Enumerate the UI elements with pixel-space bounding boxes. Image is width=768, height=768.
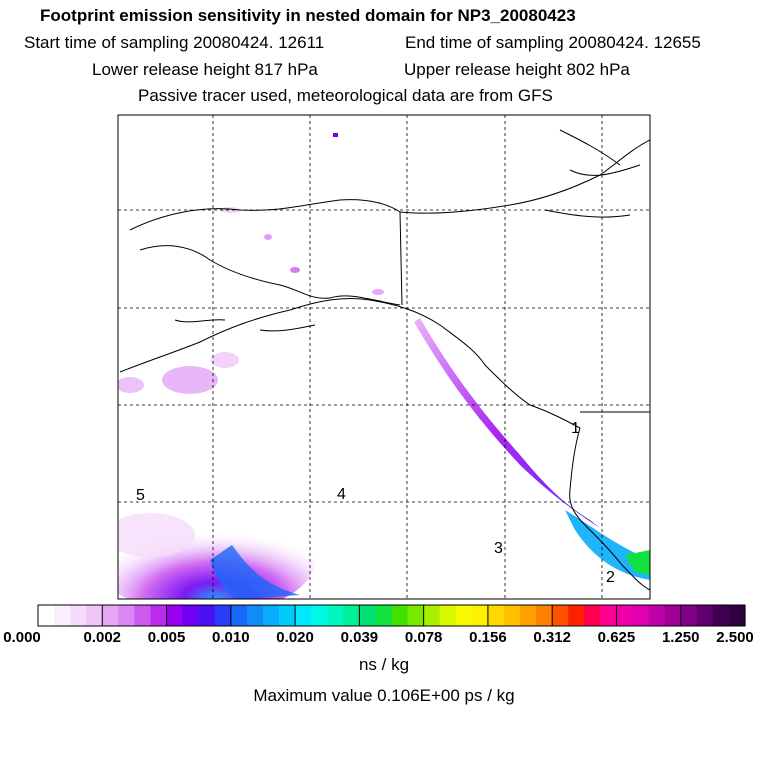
colorbar-tick-label: 0.020	[276, 629, 314, 646]
colorbar	[37, 604, 746, 627]
colorbar-units: ns / kg	[358, 655, 410, 674]
colorbar-swatch	[38, 605, 55, 626]
colorbar-swatch	[182, 605, 200, 626]
aleutian-patch	[162, 366, 218, 394]
colorbar-swatch	[279, 605, 296, 626]
colorbar-swatch	[680, 605, 698, 626]
colorbar-tick-label: 0.005	[147, 629, 186, 646]
colorbar-swatch	[230, 605, 248, 626]
arctic-spot-4	[372, 289, 384, 295]
colorbar-swatch	[648, 605, 666, 626]
start-time-label: Start time of sampling 20080424. 12611	[24, 33, 325, 52]
colorbar-swatch	[295, 605, 312, 626]
colorbar-swatch	[327, 605, 344, 626]
lower-release-label: Lower release height 817 hPa	[92, 60, 318, 79]
aleutian-coast	[119, 298, 581, 429]
region-label-3: 3	[494, 540, 503, 557]
colorbar-swatch	[616, 605, 634, 626]
arctic-islands	[544, 129, 641, 218]
region-label-5: 5	[136, 487, 145, 504]
arctic-spot-3	[290, 267, 300, 273]
colorbar-swatch	[568, 605, 585, 626]
colorbar-swatch	[487, 605, 505, 626]
colorbar-tick-label: 0.000	[3, 629, 41, 646]
graticule	[118, 115, 650, 599]
colorbar-swatch	[150, 605, 168, 626]
colorbar-swatch	[423, 605, 441, 626]
colorbar-tick-label: 0.010	[212, 629, 250, 646]
arctic-spot-2	[264, 234, 272, 240]
colorbar-swatch	[166, 605, 184, 626]
end-time-label: End time of sampling 20080424. 12655	[405, 33, 701, 52]
west-coast-us	[569, 427, 650, 591]
colorbar-swatch	[86, 605, 103, 626]
colorbar-swatch	[102, 605, 119, 626]
colorbar-swatch	[520, 605, 537, 626]
colorbar-swatch	[664, 605, 682, 626]
map-content	[118, 115, 650, 599]
colorbar-swatch	[439, 605, 457, 626]
colorbar-swatch	[262, 605, 280, 626]
colorbar-tick-label: 0.625	[597, 629, 636, 646]
max-value-label: Maximum value 0.106E+00 ps / kg	[253, 686, 515, 705]
colorbar-swatch	[552, 605, 569, 626]
western-patch	[118, 377, 144, 393]
colorbar-swatch	[134, 605, 152, 626]
region-label-1: 1	[571, 420, 580, 437]
colorbar-frame	[37, 604, 746, 627]
colorbar-swatch	[70, 605, 87, 626]
colorbar-swatch	[198, 605, 216, 626]
colorbar-tick-label: 0.002	[83, 629, 122, 646]
alaska-islands	[174, 319, 316, 332]
colorbar-swatch	[375, 605, 393, 626]
colorbar-swatch	[728, 605, 746, 626]
colorbar-swatch	[696, 605, 714, 626]
colorbar-swatch	[536, 605, 553, 626]
colorbar-swatch	[391, 605, 409, 626]
plume-core-blue	[565, 510, 650, 580]
colorbar-swatch	[118, 605, 136, 626]
colorbar-tick-label: 0.039	[340, 629, 379, 646]
colorbar-swatch	[503, 605, 521, 626]
sensitivity-shading	[118, 133, 650, 599]
colorbar-swatch	[54, 605, 71, 626]
colorbar-swatch	[359, 605, 377, 626]
region-labels: 5 4 3 2 1	[136, 420, 615, 586]
colorbar-tick-label: 2.500	[716, 629, 754, 646]
tracer-note-text: Passive tracer used, meteorological data…	[138, 86, 553, 105]
colorbar-swatch	[600, 605, 618, 626]
colorbar-swatch	[632, 605, 650, 626]
colorbar-swatch	[712, 605, 730, 626]
colorbar-swatch	[343, 605, 360, 626]
arctic-spot	[333, 133, 338, 137]
colorbar-swatch	[311, 605, 328, 626]
upper-release-label: Upper release height 802 hPa	[404, 60, 630, 79]
plume-core-green	[625, 550, 650, 575]
southwest-core	[210, 545, 300, 599]
colorbar-swatch	[214, 605, 232, 626]
map-frame	[117, 114, 651, 600]
southwest-plume-edge	[118, 513, 195, 557]
colorbar-cells	[38, 605, 746, 626]
region-label-4: 4	[337, 486, 346, 503]
colorbar-swatch	[455, 605, 473, 626]
colorbar-tick-label: 0.156	[469, 629, 507, 646]
colorbar-swatch	[471, 605, 489, 626]
region-label-2: 2	[606, 569, 615, 586]
colorbar-tick-label: 1.250	[661, 629, 700, 646]
title-text: Footprint emission sensitivity in nested…	[40, 6, 576, 25]
colorbar-tick-label: 0.312	[533, 629, 571, 646]
colorbar-tick-label: 0.078	[404, 629, 443, 646]
canada-border	[399, 211, 403, 306]
bering-patch	[211, 352, 239, 368]
colorbar-swatch	[246, 605, 264, 626]
colorbar-swatch	[407, 605, 425, 626]
alaska-west-coast	[139, 245, 401, 306]
colorbar-swatch	[584, 605, 601, 626]
colorbar-group-dividers	[101, 605, 682, 626]
